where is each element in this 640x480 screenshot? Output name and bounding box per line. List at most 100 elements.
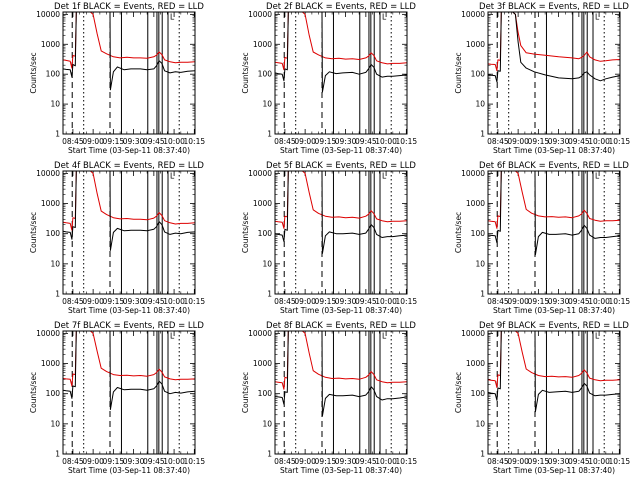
y-tick-label: 10000 — [248, 329, 272, 338]
lld-series-line — [63, 171, 195, 231]
x-tick-label: 09:45 — [568, 457, 590, 466]
y-tick-label: 100 — [471, 389, 486, 398]
y-tick-label: 1000 — [41, 40, 60, 49]
y-tick-label: 10 — [50, 419, 60, 428]
y-tick-label: 1 — [267, 450, 272, 459]
x-tick-label: 09:00 — [82, 297, 104, 306]
marker-label: L — [595, 13, 600, 22]
marker-label: L — [595, 172, 600, 181]
panel-title: Det 8f BLACK = Events, RED = LLD — [266, 321, 416, 331]
x-tick-label: 10:00 — [588, 297, 610, 306]
y-tick-label: 100 — [258, 70, 273, 79]
y-tick-label: 10000 — [461, 10, 485, 19]
x-tick-label: 09:30 — [335, 137, 357, 146]
plot-frame — [487, 11, 621, 135]
panel-4: Det 4f BLACK = Events, RED = LLD Counts/s… — [29, 161, 205, 315]
x-axis-label: Start Time (03-Sep-11 08:37:40) — [68, 146, 190, 155]
panel-5: Det 5f BLACK = Events, RED = LLD Counts/s… — [241, 161, 417, 315]
x-axis-label: Start Time (03-Sep-11 08:37:40) — [493, 306, 615, 315]
panel-title: Det 2f BLACK = Events, RED = LLD — [266, 2, 416, 12]
x-tick-label: 09:00 — [82, 137, 104, 146]
lld-series-line — [275, 171, 407, 229]
panel-title: Det 7f BLACK = Events, RED = LLD — [54, 321, 204, 331]
x-tick-label: 09:30 — [548, 457, 570, 466]
x-tick-label: 09:30 — [335, 457, 357, 466]
y-tick-label: 10000 — [36, 329, 60, 338]
x-tick-label: 09:30 — [335, 297, 357, 306]
y-axis-label: Counts/sec — [454, 212, 463, 253]
lld-series-line — [488, 331, 620, 388]
x-tick-label: 09:15 — [528, 137, 550, 146]
lld-series-line — [275, 331, 407, 390]
x-tick-label: 09:30 — [548, 137, 570, 146]
x-tick-label: 10:00 — [375, 137, 397, 146]
x-tick-label: 09:15 — [103, 297, 125, 306]
y-tick-label: 100 — [258, 229, 273, 238]
y-axis-label: Counts/sec — [29, 372, 38, 413]
x-tick-label: 09:15 — [528, 457, 550, 466]
x-tick-label: 09:30 — [548, 297, 570, 306]
x-tick-label: 09:15 — [315, 297, 337, 306]
y-tick-label: 10 — [475, 419, 485, 428]
panel-3: Det 3f BLACK = Events, RED = LLD Counts/s… — [454, 2, 630, 155]
panel-title: Det 5f BLACK = Events, RED = LLD — [266, 161, 416, 171]
marker-label: L — [382, 172, 387, 181]
y-tick-label: 1 — [267, 290, 272, 299]
plot-frame — [487, 330, 621, 455]
events-series-line — [275, 171, 407, 254]
y-tick-label: 100 — [46, 70, 61, 79]
panel-title: Det 6f BLACK = Events, RED = LLD — [479, 161, 629, 171]
x-tick-label: 10:15 — [396, 457, 418, 466]
marker-label: L — [170, 13, 175, 22]
panel-1: Det 1f BLACK = Events, RED = LLD Counts/s… — [29, 2, 205, 155]
panel-title: Det 4f BLACK = Events, RED = LLD — [54, 161, 204, 171]
y-tick-label: 10000 — [461, 169, 485, 178]
y-tick-label: 10 — [50, 259, 60, 268]
x-tick-label: 08:45 — [487, 457, 509, 466]
x-tick-label: 10:00 — [163, 297, 185, 306]
x-tick-label: 10:15 — [184, 297, 206, 306]
x-tick-label: 09:00 — [294, 457, 316, 466]
x-tick-label: 10:00 — [163, 457, 185, 466]
x-tick-label: 09:15 — [315, 137, 337, 146]
y-tick-label: 10 — [262, 259, 272, 268]
x-tick-label: 10:00 — [375, 297, 397, 306]
y-tick-label: 1000 — [466, 40, 485, 49]
x-tick-label: 08:45 — [274, 457, 296, 466]
y-tick-label: 1 — [480, 130, 485, 139]
plot-frame — [487, 170, 621, 295]
x-tick-label: 09:45 — [143, 137, 165, 146]
x-tick-label: 10:00 — [375, 457, 397, 466]
x-tick-label: 10:15 — [609, 297, 631, 306]
y-tick-label: 100 — [46, 389, 61, 398]
x-tick-label: 09:00 — [294, 137, 316, 146]
plot-frame — [62, 170, 196, 295]
x-tick-label: 10:15 — [396, 297, 418, 306]
y-tick-label: 1000 — [253, 40, 272, 49]
events-series-line — [488, 331, 620, 413]
y-tick-label: 10 — [475, 100, 485, 109]
y-tick-label: 100 — [471, 229, 486, 238]
x-tick-label: 10:15 — [184, 457, 206, 466]
x-tick-label: 09:00 — [507, 137, 529, 146]
y-tick-label: 10000 — [461, 329, 485, 338]
x-tick-label: 10:00 — [163, 137, 185, 146]
x-tick-label: 09:45 — [143, 457, 165, 466]
marker-label: L — [170, 332, 175, 341]
y-tick-label: 10000 — [248, 169, 272, 178]
x-axis-label: Start Time (03-Sep-11 08:37:40) — [493, 146, 615, 155]
x-tick-label: 09:15 — [528, 297, 550, 306]
y-tick-label: 1000 — [253, 359, 272, 368]
x-tick-label: 09:45 — [355, 457, 377, 466]
lld-series-line — [63, 331, 195, 387]
x-tick-label: 09:45 — [568, 137, 590, 146]
x-tick-label: 09:15 — [103, 137, 125, 146]
plot-frame — [62, 330, 196, 455]
y-axis-label: Counts/sec — [241, 52, 250, 93]
panel-6: Det 6f BLACK = Events, RED = LLD Counts/s… — [454, 161, 630, 315]
events-series-line — [488, 12, 620, 83]
y-axis-label: Counts/sec — [454, 372, 463, 413]
y-tick-label: 1000 — [41, 359, 60, 368]
panel-title: Det 1f BLACK = Events, RED = LLD — [54, 2, 204, 12]
